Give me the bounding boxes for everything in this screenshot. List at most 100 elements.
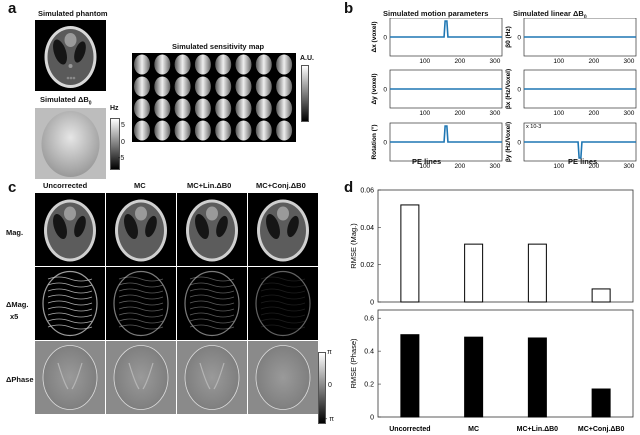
x-tick: 100: [419, 163, 430, 168]
motion-series-line: [390, 125, 502, 143]
panel-label-d: d: [344, 179, 354, 196]
y-tick: 0.06: [360, 188, 374, 195]
y-tick: 0.4: [364, 349, 374, 356]
motion-ylabel: β0 (Hz): [505, 26, 512, 48]
sensitivity-coil-image: [174, 76, 191, 97]
y-tick: 0: [383, 87, 387, 94]
rmse-ylabel: RMSE (Phase): [349, 338, 358, 389]
motion-ylabel: βy (Hz/Voxel): [505, 122, 512, 162]
motion-series-line: [390, 20, 502, 38]
phase-tick: 0: [328, 382, 332, 389]
y-tick: 0: [370, 415, 374, 422]
motion-ylabel: Δx (voxel): [371, 21, 378, 52]
motion-title: Simulated motion parameters: [383, 9, 489, 18]
category-label: Uncorrected: [389, 426, 430, 433]
panel-label-a: a: [8, 0, 17, 17]
x-tick: 100: [553, 163, 564, 168]
y-tick: 0: [383, 140, 387, 147]
sensitivity-coil-image: [235, 98, 252, 119]
rmse-bar: [400, 334, 420, 418]
sensitivity-coil-image: [276, 98, 293, 119]
y-tick: 0.02: [360, 262, 374, 269]
row-label-dmag: ΔMag.: [6, 300, 29, 309]
y-tick: 0: [517, 140, 521, 147]
phase-tick: π: [327, 349, 332, 356]
sensitivity-coil-image: [134, 120, 150, 141]
x-tick: 200: [588, 163, 599, 168]
row-label-mag: Mag.: [6, 228, 24, 237]
x-tick: 300: [490, 110, 501, 117]
y-tick: 0.04: [360, 225, 374, 232]
x-tick: 300: [624, 58, 635, 65]
rmse-bar: [527, 243, 547, 303]
x-tick: 300: [490, 163, 501, 168]
delta-mag-image: [177, 267, 247, 340]
rmse-axes: [377, 189, 634, 303]
rmse-axes: [377, 309, 634, 418]
motion-ylabel: Δy (voxel): [371, 73, 378, 104]
rmse-bar: [527, 337, 547, 418]
y-tick: 0: [370, 300, 374, 307]
db0-colorbar: [110, 118, 120, 170]
exp-label: x 10-3: [526, 124, 541, 130]
sensitivity-coil-image: [154, 98, 171, 119]
sensitivity-coil-image: [174, 98, 191, 119]
sensitivity-coil-image: [276, 76, 293, 97]
sensitivity-coil-image: [194, 54, 211, 75]
row-label-dphase: ΔPhase: [6, 375, 34, 384]
x-tick: 100: [553, 58, 564, 65]
category-label: MC: [468, 426, 479, 433]
sensitivity-coil-image: [154, 76, 171, 97]
sensitivity-coil-image: [174, 54, 191, 75]
sensitivity-coil-image: [215, 98, 232, 119]
delta-mag-image: [35, 267, 105, 340]
db0-title: Simulated ΔB0: [40, 95, 92, 107]
y-tick: 0.6: [364, 316, 374, 323]
phantom-title: Simulated phantom: [38, 9, 108, 18]
sensitivity-map-grid: [132, 53, 296, 142]
rmse-bar: [591, 288, 611, 303]
sensitivity-coil-image: [235, 120, 252, 141]
col-header-mc-conj: MC+Conj.ΔB0: [256, 181, 306, 190]
x-tick: 200: [588, 110, 599, 117]
phase-colorbar: [318, 352, 326, 424]
xlabel-left: PE lines: [412, 157, 442, 166]
motion-plots: 0 100 200 300 Δx (voxel) 0 100 200 300 Δy (voxel)…: [370, 18, 637, 168]
x-tick: 100: [553, 110, 564, 117]
row-label-x5: x5: [10, 312, 19, 321]
x-tick: 300: [624, 110, 635, 117]
y-tick: 0: [383, 35, 387, 42]
y-tick: 0.2: [364, 382, 374, 389]
sensitivity-coil-image: [194, 120, 211, 141]
col-header-uncorrected: Uncorrected: [43, 181, 88, 190]
phase-tick: - π: [325, 416, 335, 423]
hz-tick: -5: [118, 155, 125, 162]
sensitivity-coil-image: [215, 120, 232, 141]
x-tick: 200: [454, 58, 465, 65]
sensitivity-coil-image: [276, 54, 293, 75]
phantom-image: [35, 20, 106, 91]
sensitivity-coil-image: [194, 98, 211, 119]
sensitivity-coil-image: [276, 120, 293, 141]
panel-label-c: c: [8, 179, 17, 196]
col-header-mc-lin: MC+Lin.ΔB0: [187, 181, 232, 190]
comparison-image-grid: [35, 193, 318, 414]
x-tick: 100: [419, 58, 430, 65]
sensitivity-coil-image: [255, 120, 272, 141]
sensitivity-coil-image: [215, 76, 232, 97]
rmse-bar-charts: 0 0.02 0.04 0.06 RMSE (Mag.) 0 0.2 0.4 0.6 RMSE (…: [349, 188, 634, 433]
rmse-ylabel: RMSE (Mag.): [349, 223, 358, 269]
sensitivity-coil-image: [194, 76, 211, 97]
delta-mag-image: [106, 267, 176, 340]
hz-tick: 5: [121, 122, 125, 129]
category-label: MC+Conj.ΔB0: [578, 426, 625, 433]
x-tick: 100: [419, 110, 430, 117]
y-tick: 0: [517, 35, 521, 42]
sensitivity-coil-image: [255, 76, 272, 97]
sensitivity-coil-image: [215, 54, 232, 75]
sensitivity-coil-image: [174, 120, 191, 141]
x-tick: 200: [588, 58, 599, 65]
motion-ylabel: Rotation (°): [370, 124, 378, 159]
sensitivity-coil-image: [154, 120, 171, 141]
rmse-bar: [591, 388, 611, 418]
